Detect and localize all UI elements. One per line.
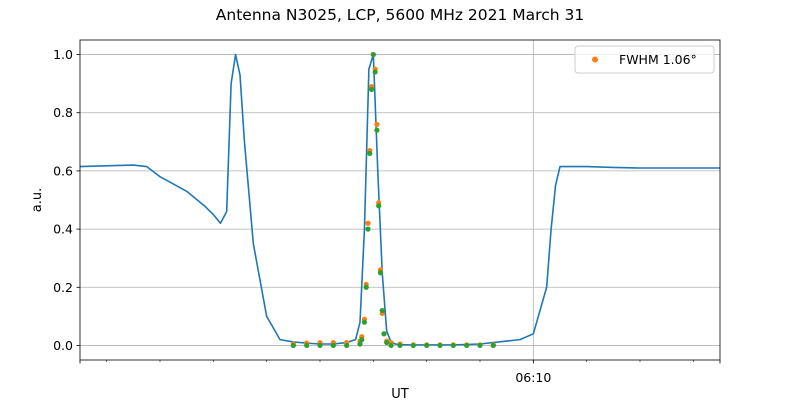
series-2-point (381, 331, 387, 337)
series-2-point (410, 342, 416, 349)
series-2-point (304, 342, 310, 349)
legend-label-fwhm: FWHM 1.06° (619, 52, 697, 67)
series-2-point (490, 342, 496, 349)
y-tick-label: 0.6 (53, 163, 73, 178)
series-2-point (379, 307, 385, 314)
plot-area (79, 51, 720, 349)
x-axis-label: UT (391, 387, 409, 400)
series-2-point (330, 342, 336, 349)
series-2-point (377, 270, 384, 276)
series-2-point (372, 69, 378, 75)
series-2-point (357, 341, 363, 347)
y-axis-label: a.u. (30, 188, 45, 212)
legend-marker-fwhm (592, 56, 598, 63)
legend-box (574, 45, 715, 74)
y-tick-label: 0.2 (53, 280, 73, 295)
series-2-point (374, 127, 380, 133)
series-2-point (388, 342, 394, 349)
series-2-point (365, 226, 371, 232)
series-1-point (365, 220, 371, 226)
series-2-point (464, 342, 470, 349)
x-tick-label: 06:10 (515, 370, 551, 385)
y-tick-label: 1.0 (53, 47, 73, 62)
series-0-line (79, 53, 720, 346)
series-2-point (344, 342, 350, 349)
series-2-point (424, 342, 430, 349)
series-2-point (384, 339, 390, 346)
grid-lines (80, 40, 720, 360)
legend: FWHM 1.06° (574, 45, 715, 74)
plot-frame (79, 39, 721, 361)
series-2-point (367, 150, 373, 157)
axis-ticks: 0.0 0.2 0.4 0.6 0.8 1.0 06:10 (53, 47, 721, 385)
y-tick-label: 0.0 (53, 338, 73, 353)
series-2-point (363, 284, 369, 290)
series-2-point (290, 342, 296, 349)
series-1-point (374, 121, 380, 127)
series-2-point (370, 51, 376, 58)
series-2-point (450, 342, 456, 349)
y-tick-label: 0.4 (53, 222, 73, 237)
series-2-point (317, 342, 323, 349)
series-2-point (361, 319, 368, 325)
series-2-point (376, 203, 382, 209)
series-2-point (359, 337, 365, 343)
y-tick-label: 0.8 (53, 105, 73, 120)
series-2-point (397, 342, 403, 349)
chart-title: Antenna N3025, LCP, 5600 MHz 2021 March … (216, 6, 584, 24)
series-2-point (437, 342, 443, 349)
series-2-point (477, 342, 483, 349)
series-2-point (368, 86, 375, 93)
